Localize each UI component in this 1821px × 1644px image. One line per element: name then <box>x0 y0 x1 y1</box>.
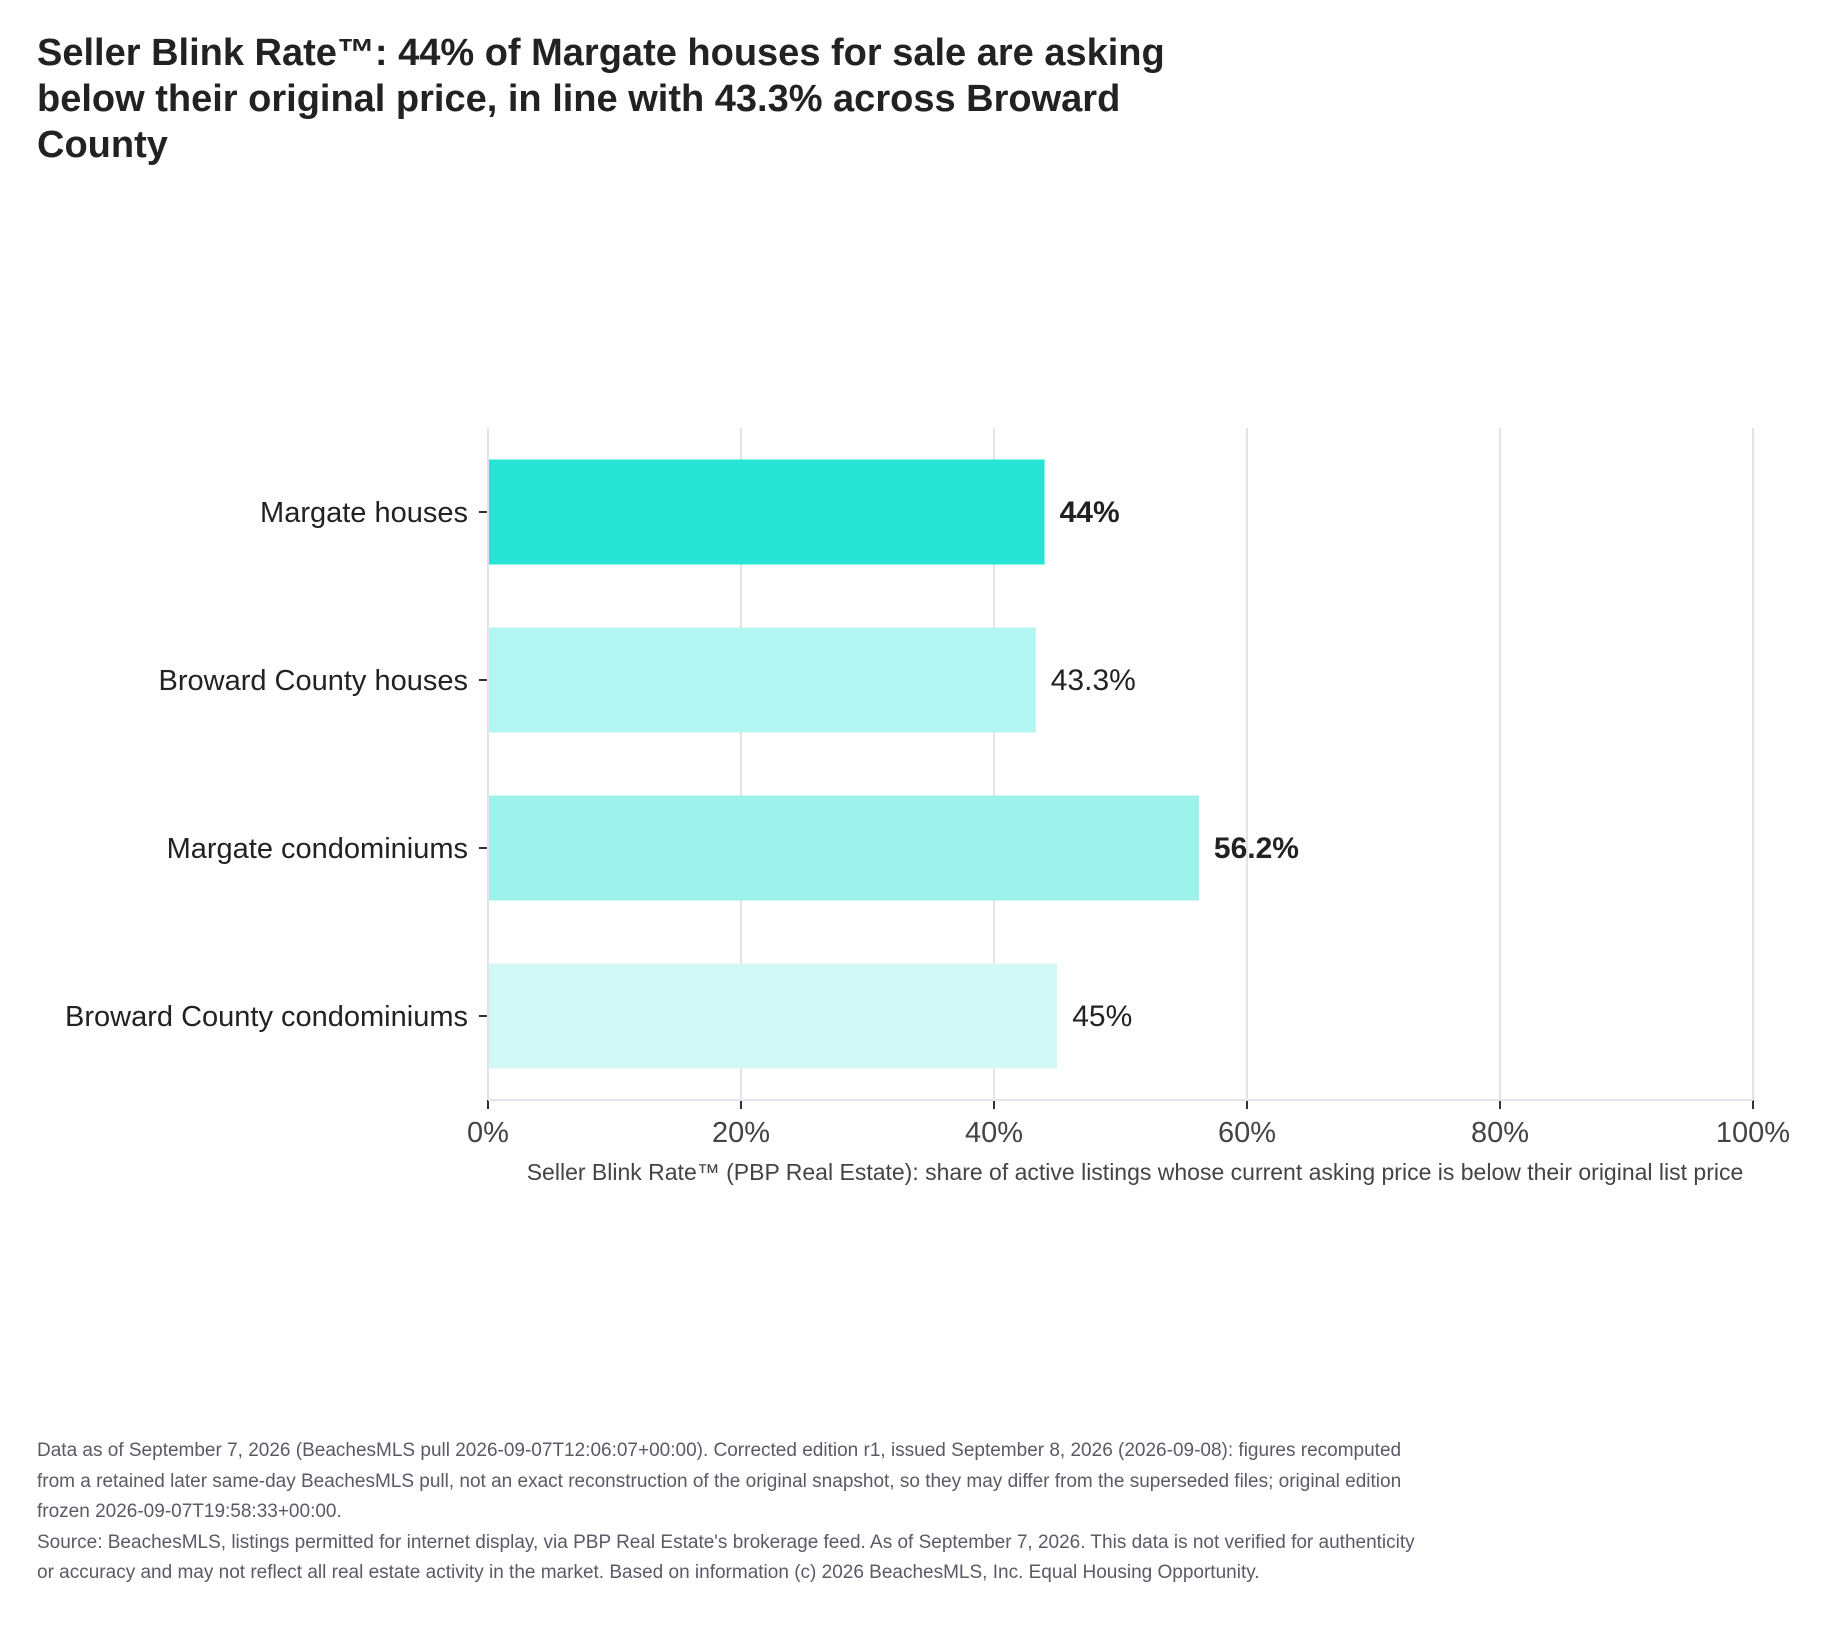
bars: 44% 43.3% 56.2% 45% <box>488 459 1299 1069</box>
value-label: 45% <box>1072 1000 1132 1033</box>
bar <box>488 795 1199 901</box>
category-label: Margate houses <box>260 497 468 529</box>
category-label: Broward County condominiums <box>65 1001 468 1033</box>
x-axis-label: Seller Blink Rate™ (PBP Real Estate): sh… <box>527 1159 1744 1185</box>
x-tick-label: 20% <box>712 1117 770 1149</box>
value-label: 43.3% <box>1051 664 1136 697</box>
value-label: 56.2% <box>1214 832 1299 865</box>
chart-footnotes: Data as of September 7, 2026 (BeachesMLS… <box>37 1436 1417 1589</box>
bar <box>488 963 1058 1069</box>
x-tick-label: 80% <box>1471 1117 1529 1149</box>
category-label: Margate condominiums <box>167 833 468 865</box>
x-tick-label: 100% <box>1716 1117 1790 1149</box>
data-note: Data as of September 7, 2026 (BeachesMLS… <box>37 1440 1402 1522</box>
x-tick-label: 60% <box>1218 1117 1276 1149</box>
bar <box>488 627 1036 733</box>
category-label: Broward County houses <box>159 665 469 697</box>
bar <box>488 459 1045 565</box>
chart-title: Seller Blink Rate™: 44% of Margate house… <box>37 32 1165 166</box>
value-label: 44% <box>1060 496 1120 529</box>
source-note: Source: BeachesMLS, listings permitted f… <box>37 1531 1415 1584</box>
bar-chart: 44% 43.3% 56.2% 45% 0% 20% 40% 60% 80% 100% Marga… <box>65 428 1790 1185</box>
x-tick-label: 40% <box>965 1117 1023 1149</box>
axes: 0% 20% 40% 60% 80% 100% Margate houses Broward … <box>65 428 1790 1149</box>
x-tick-label: 0% <box>467 1117 509 1149</box>
